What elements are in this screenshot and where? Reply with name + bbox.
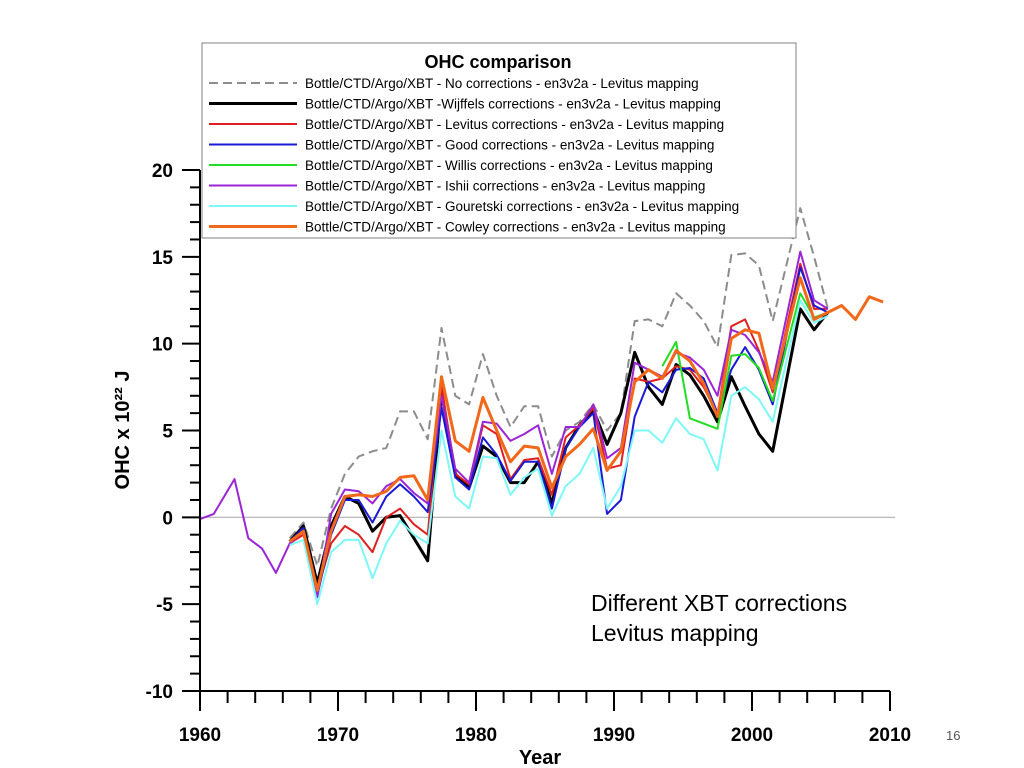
legend: OHC comparison Bottle/CTD/Argo/XBT - No … bbox=[201, 42, 797, 239]
y-tick-label: 20 bbox=[152, 161, 173, 182]
x-tick-label: 1990 bbox=[593, 725, 635, 746]
annotation-line-2: Levitus mapping bbox=[591, 620, 759, 646]
x-tick-label: 1960 bbox=[179, 725, 221, 746]
x-tick-label: 2000 bbox=[731, 725, 773, 746]
legend-label-5: Bottle/CTD/Argo/XBT - Ishii corrections … bbox=[305, 179, 705, 194]
y-axis-title: OHC x 10²² J bbox=[112, 371, 134, 490]
series-line-3 bbox=[288, 266, 829, 597]
x-tick-label: 2010 bbox=[869, 725, 911, 746]
series-line-7 bbox=[288, 276, 884, 592]
legend-items: Bottle/CTD/Argo/XBT - No corrections - e… bbox=[209, 76, 739, 235]
x-axis-title: Year bbox=[519, 747, 561, 768]
legend-label-3: Bottle/CTD/Argo/XBT - Good corrections -… bbox=[305, 138, 714, 153]
legend-label-1: Bottle/CTD/Argo/XBT -Wijffels correction… bbox=[305, 97, 721, 112]
y-tick-label: 10 bbox=[152, 335, 173, 356]
legend-title: OHC comparison bbox=[424, 52, 571, 72]
y-tick-label: -5 bbox=[156, 595, 173, 616]
annotation-line-1: Different XBT corrections bbox=[591, 590, 847, 616]
y-tick-label: 5 bbox=[162, 422, 173, 443]
legend-label-4: Bottle/CTD/Argo/XBT - Willis corrections… bbox=[305, 158, 713, 173]
axes: -10 -5 0 5 10 15 20 1960 1970 1980 1990 2000 2010 bbox=[146, 161, 912, 746]
legend-label-0: Bottle/CTD/Argo/XBT - No corrections - e… bbox=[305, 76, 699, 91]
series-line-6 bbox=[289, 299, 829, 606]
series-lines bbox=[199, 207, 884, 606]
y-tick-label: 0 bbox=[162, 508, 173, 529]
series-line-2 bbox=[289, 262, 828, 592]
slide-number: 16 bbox=[946, 728, 960, 743]
legend-label-6: Bottle/CTD/Argo/XBT - Gouretski correcti… bbox=[305, 199, 739, 214]
series-line-1 bbox=[288, 307, 830, 585]
series-line-5 bbox=[199, 250, 829, 599]
legend-label-2: Bottle/CTD/Argo/XBT - Levitus correction… bbox=[305, 117, 724, 132]
x-tick-label: 1980 bbox=[455, 725, 497, 746]
legend-box bbox=[201, 42, 797, 239]
y-tick-label: 15 bbox=[152, 248, 174, 269]
series-line-4 bbox=[661, 292, 829, 430]
x-tick-label: 1970 bbox=[317, 725, 359, 746]
y-tick-label: -10 bbox=[146, 682, 173, 703]
ohc-chart: -10 -5 0 5 10 15 20 1960 1970 1980 1990 2000 2010 OH… bbox=[112, 42, 912, 768]
series-line-0 bbox=[288, 207, 829, 567]
legend-label-7: Bottle/CTD/Argo/XBT - Cowley corrections… bbox=[305, 220, 726, 235]
